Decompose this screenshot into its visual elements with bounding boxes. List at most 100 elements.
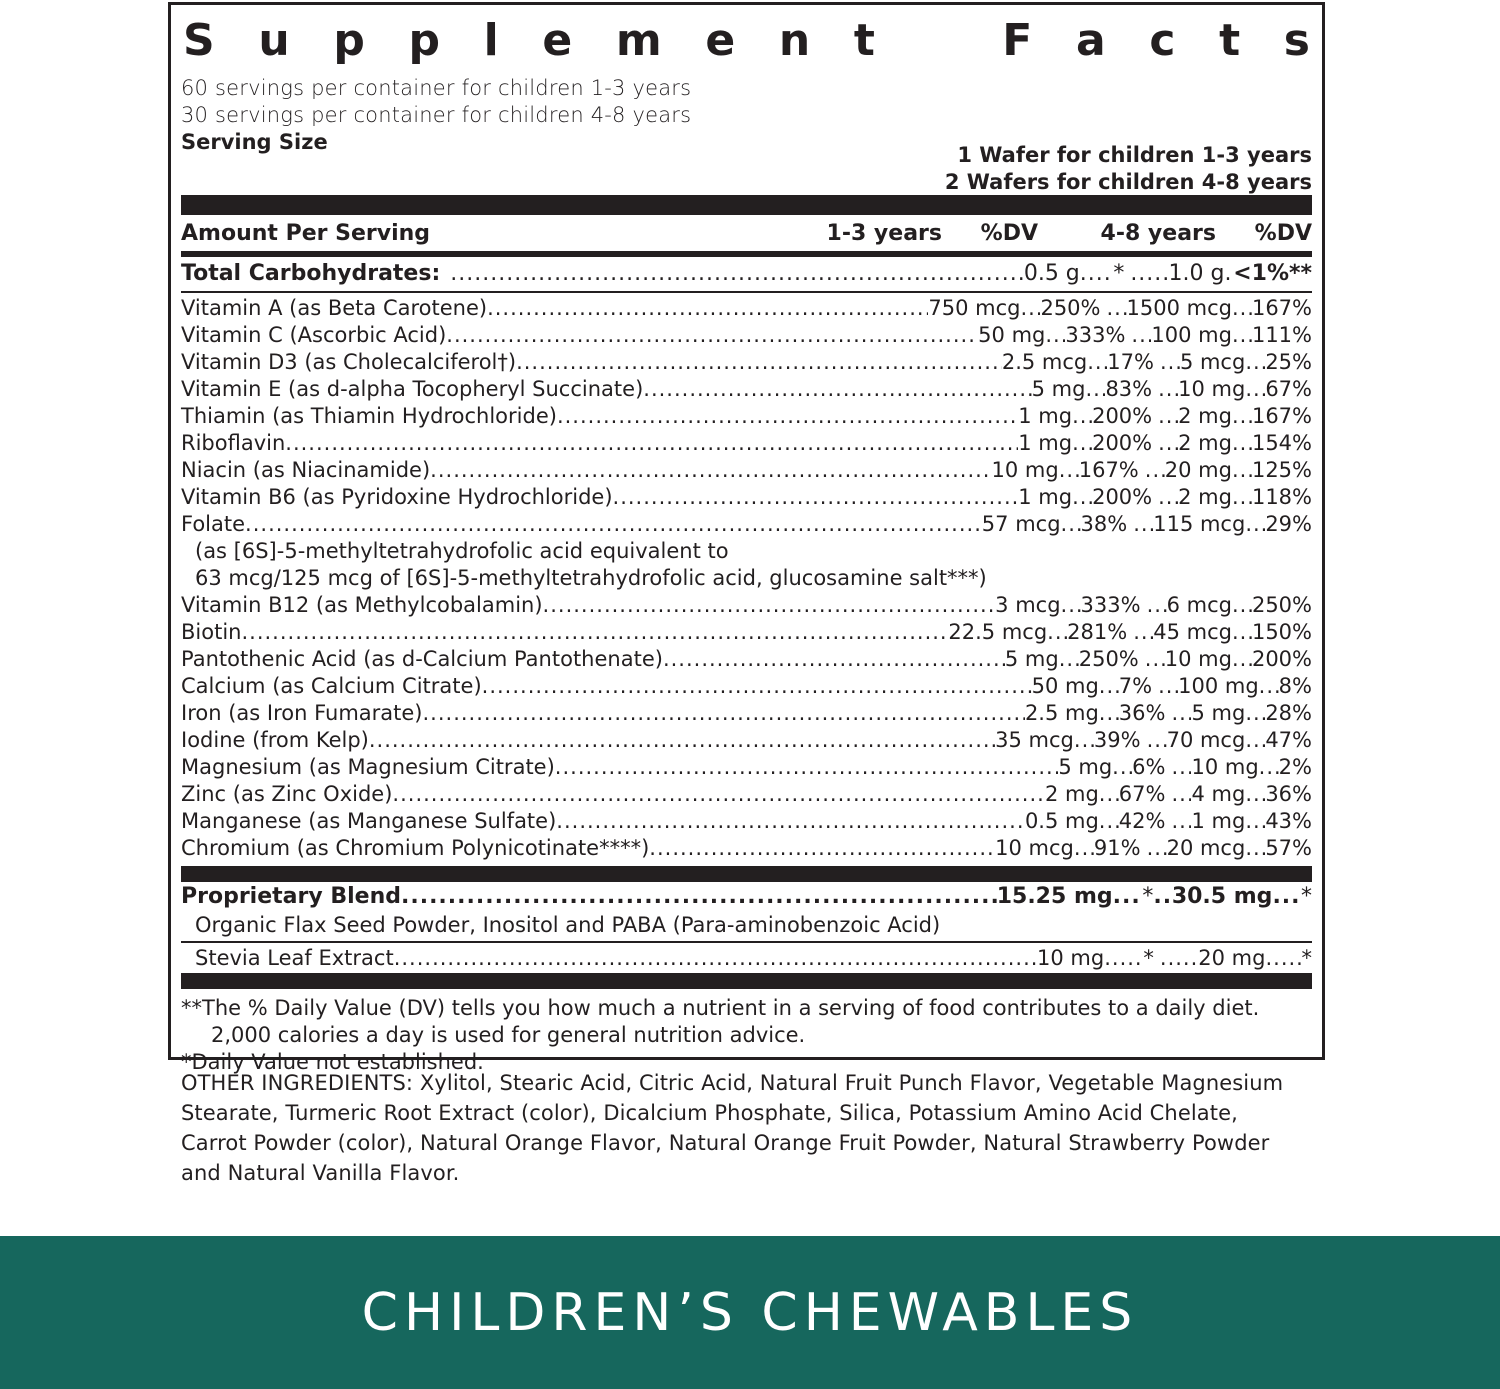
dv-1-3: 17% — [1107, 350, 1154, 374]
nutrient-name: Calcium (as Calcium Citrate) — [181, 674, 482, 698]
stevia-dv-4-8: * — [1301, 946, 1313, 970]
nutrient-name: Total Carbohydrates: — [181, 261, 441, 286]
leader-dots — [392, 781, 1045, 808]
leader-dots — [1232, 646, 1252, 673]
nutrient-row: Vitamin C (Ascorbic Acid) 50 mg 333% 100 mg… — [181, 322, 1312, 349]
leader-dots — [1099, 673, 1119, 700]
leader-dots — [1130, 257, 1168, 291]
nutrient-name: Biotin — [181, 620, 242, 644]
nutrient-row: Vitamin E (as d-alpha Tocopheryl Succina… — [181, 376, 1312, 403]
serving-size-label: Serving Size — [181, 130, 328, 154]
dv-4-8: 125% — [1251, 458, 1312, 482]
leader-dots — [1245, 511, 1265, 538]
leader-dots — [1171, 781, 1191, 808]
title-letter: l — [483, 14, 499, 66]
leader-dots — [1232, 430, 1252, 457]
amount-1-3: 10 mcg — [995, 836, 1074, 860]
dv-4-8: 167% — [1251, 296, 1312, 320]
serving-size: Serving Size 1 Wafer for children 1-3 ye… — [181, 129, 1312, 194]
dv-4-8: <1%** — [1233, 261, 1312, 286]
amount-4-8: 2 mg — [1178, 404, 1232, 428]
nutrient-name: Vitamin E (as d-alpha Tocopheryl Succina… — [181, 377, 644, 401]
dv-1-3: 167% — [1078, 458, 1139, 482]
leader-dots — [1047, 619, 1067, 646]
nutrient-name: Iodine (from Kelp) — [181, 728, 369, 752]
leader-dots — [1020, 295, 1040, 322]
leader-dots — [1145, 457, 1165, 484]
amount-4-8: 2 mg — [1178, 485, 1232, 509]
dv-1-3: 250% — [1078, 647, 1139, 671]
panel-title: S u p p l e m e n t F a c t s — [181, 5, 1312, 75]
amount-1-3: 1 mg — [1018, 485, 1073, 509]
leader-dots — [1147, 592, 1167, 619]
dv-1-3: 39% — [1093, 728, 1141, 752]
dv-1-3: 6% — [1132, 755, 1166, 779]
proprietary-blend-row: Proprietary Blend 15.25 mg * 30.5 mg * — [181, 882, 1312, 912]
leader-dots — [1131, 322, 1151, 349]
nutrient-name: Folate — [181, 512, 246, 536]
leader-dots — [1245, 808, 1265, 835]
leader-dots — [613, 484, 1019, 511]
leader-dots — [1133, 511, 1153, 538]
leader-dots — [557, 403, 1018, 430]
folate-note-line-1: (as [6S]-5-methyltetrahydrofolic acid eq… — [195, 539, 729, 563]
leader-dots — [1087, 349, 1107, 376]
dv-4-8: 43% — [1265, 809, 1312, 833]
title-letter: p — [408, 14, 441, 66]
blend-dv-1-3: * — [1142, 884, 1154, 909]
leader-dots — [1171, 754, 1191, 781]
amount-4-8: 100 mg — [1178, 674, 1259, 698]
nutrient-row: Chromium (as Chromium Polynicotinate****… — [181, 835, 1312, 862]
leader-dots — [1061, 592, 1081, 619]
amount-1-3: 750 mcg — [928, 296, 1021, 320]
thick-divider — [181, 195, 1312, 215]
leader-dots — [1160, 349, 1180, 376]
dv-2-header: %DV — [1254, 220, 1312, 246]
amount-1-3: 2.5 mg — [1024, 701, 1099, 725]
dv-4-8: 2% — [1278, 755, 1312, 779]
servings-per-container-1-3: 60 servings per container for children 1… — [181, 76, 692, 100]
dv-4-8: 28% — [1265, 701, 1312, 725]
leader-dots — [555, 754, 1059, 781]
blend-ingredients: Organic Flax Seed Powder, Inositol and P… — [195, 913, 941, 937]
title-letter: m — [615, 14, 662, 66]
blend-amount-4-8: 30.5 mg — [1171, 884, 1273, 909]
leader-dots — [1133, 619, 1153, 646]
footnote-not-established: *Daily Value not established. — [181, 1050, 484, 1074]
total-carbohydrates-row: Total Carbohydrates: 0.5 g * 1.0 g <1%** — [181, 257, 1312, 291]
leader-dots — [1147, 835, 1167, 862]
leader-dots — [1072, 403, 1092, 430]
dv-1-3: 42% — [1118, 809, 1166, 833]
leader-dots — [1158, 376, 1178, 403]
leader-dots — [1245, 781, 1265, 808]
dv-1-3: 67% — [1118, 782, 1166, 806]
leader-dots — [487, 295, 928, 322]
nutrient-name: Manganese (as Manganese Sulfate) — [181, 809, 557, 833]
amount-4-8: 115 mcg — [1153, 512, 1246, 536]
servings-per-container-4-8: 30 servings per container for children 4… — [181, 103, 692, 127]
nutrient-row: Vitamin A (as Beta Carotene) 750 mcg 250% 1… — [181, 295, 1312, 322]
nutrient-row: Niacin (as Niacinamide) 10 mg 167% 20 mg 125… — [181, 457, 1312, 484]
nutrient-name: Vitamin A (as Beta Carotene) — [181, 296, 488, 320]
dv-4-8: 47% — [1265, 728, 1312, 752]
thick-divider — [181, 973, 1312, 989]
leader-dots — [1080, 257, 1114, 291]
amount-4-8: 10 mg — [1178, 377, 1246, 401]
nutrient-name: Vitamin D3 (as Cholecalciferol†) — [181, 350, 517, 374]
amount-1-3: 35 mcg — [995, 728, 1074, 752]
title-letter: a — [1075, 14, 1106, 66]
dv-1-3: 91% — [1093, 836, 1141, 860]
dv-1-header: %DV — [980, 220, 1038, 246]
leader-dots — [450, 257, 1024, 291]
dv-1-3: 7% — [1118, 674, 1153, 698]
leader-dots — [423, 700, 1025, 727]
leader-dots — [482, 673, 1032, 700]
stevia-name: Stevia Leaf Extract — [195, 946, 394, 970]
amount-1-3: 2.5 mcg — [1001, 350, 1088, 374]
amount-4-8: 10 mg — [1191, 755, 1259, 779]
leader-dots — [1147, 727, 1167, 754]
leader-dots — [285, 430, 1018, 457]
blend-amount-1-3: 15.25 mg — [996, 884, 1113, 909]
leader-dots — [1145, 646, 1165, 673]
banner-title: CHILDREN’S CHEWABLES — [361, 1282, 1139, 1343]
